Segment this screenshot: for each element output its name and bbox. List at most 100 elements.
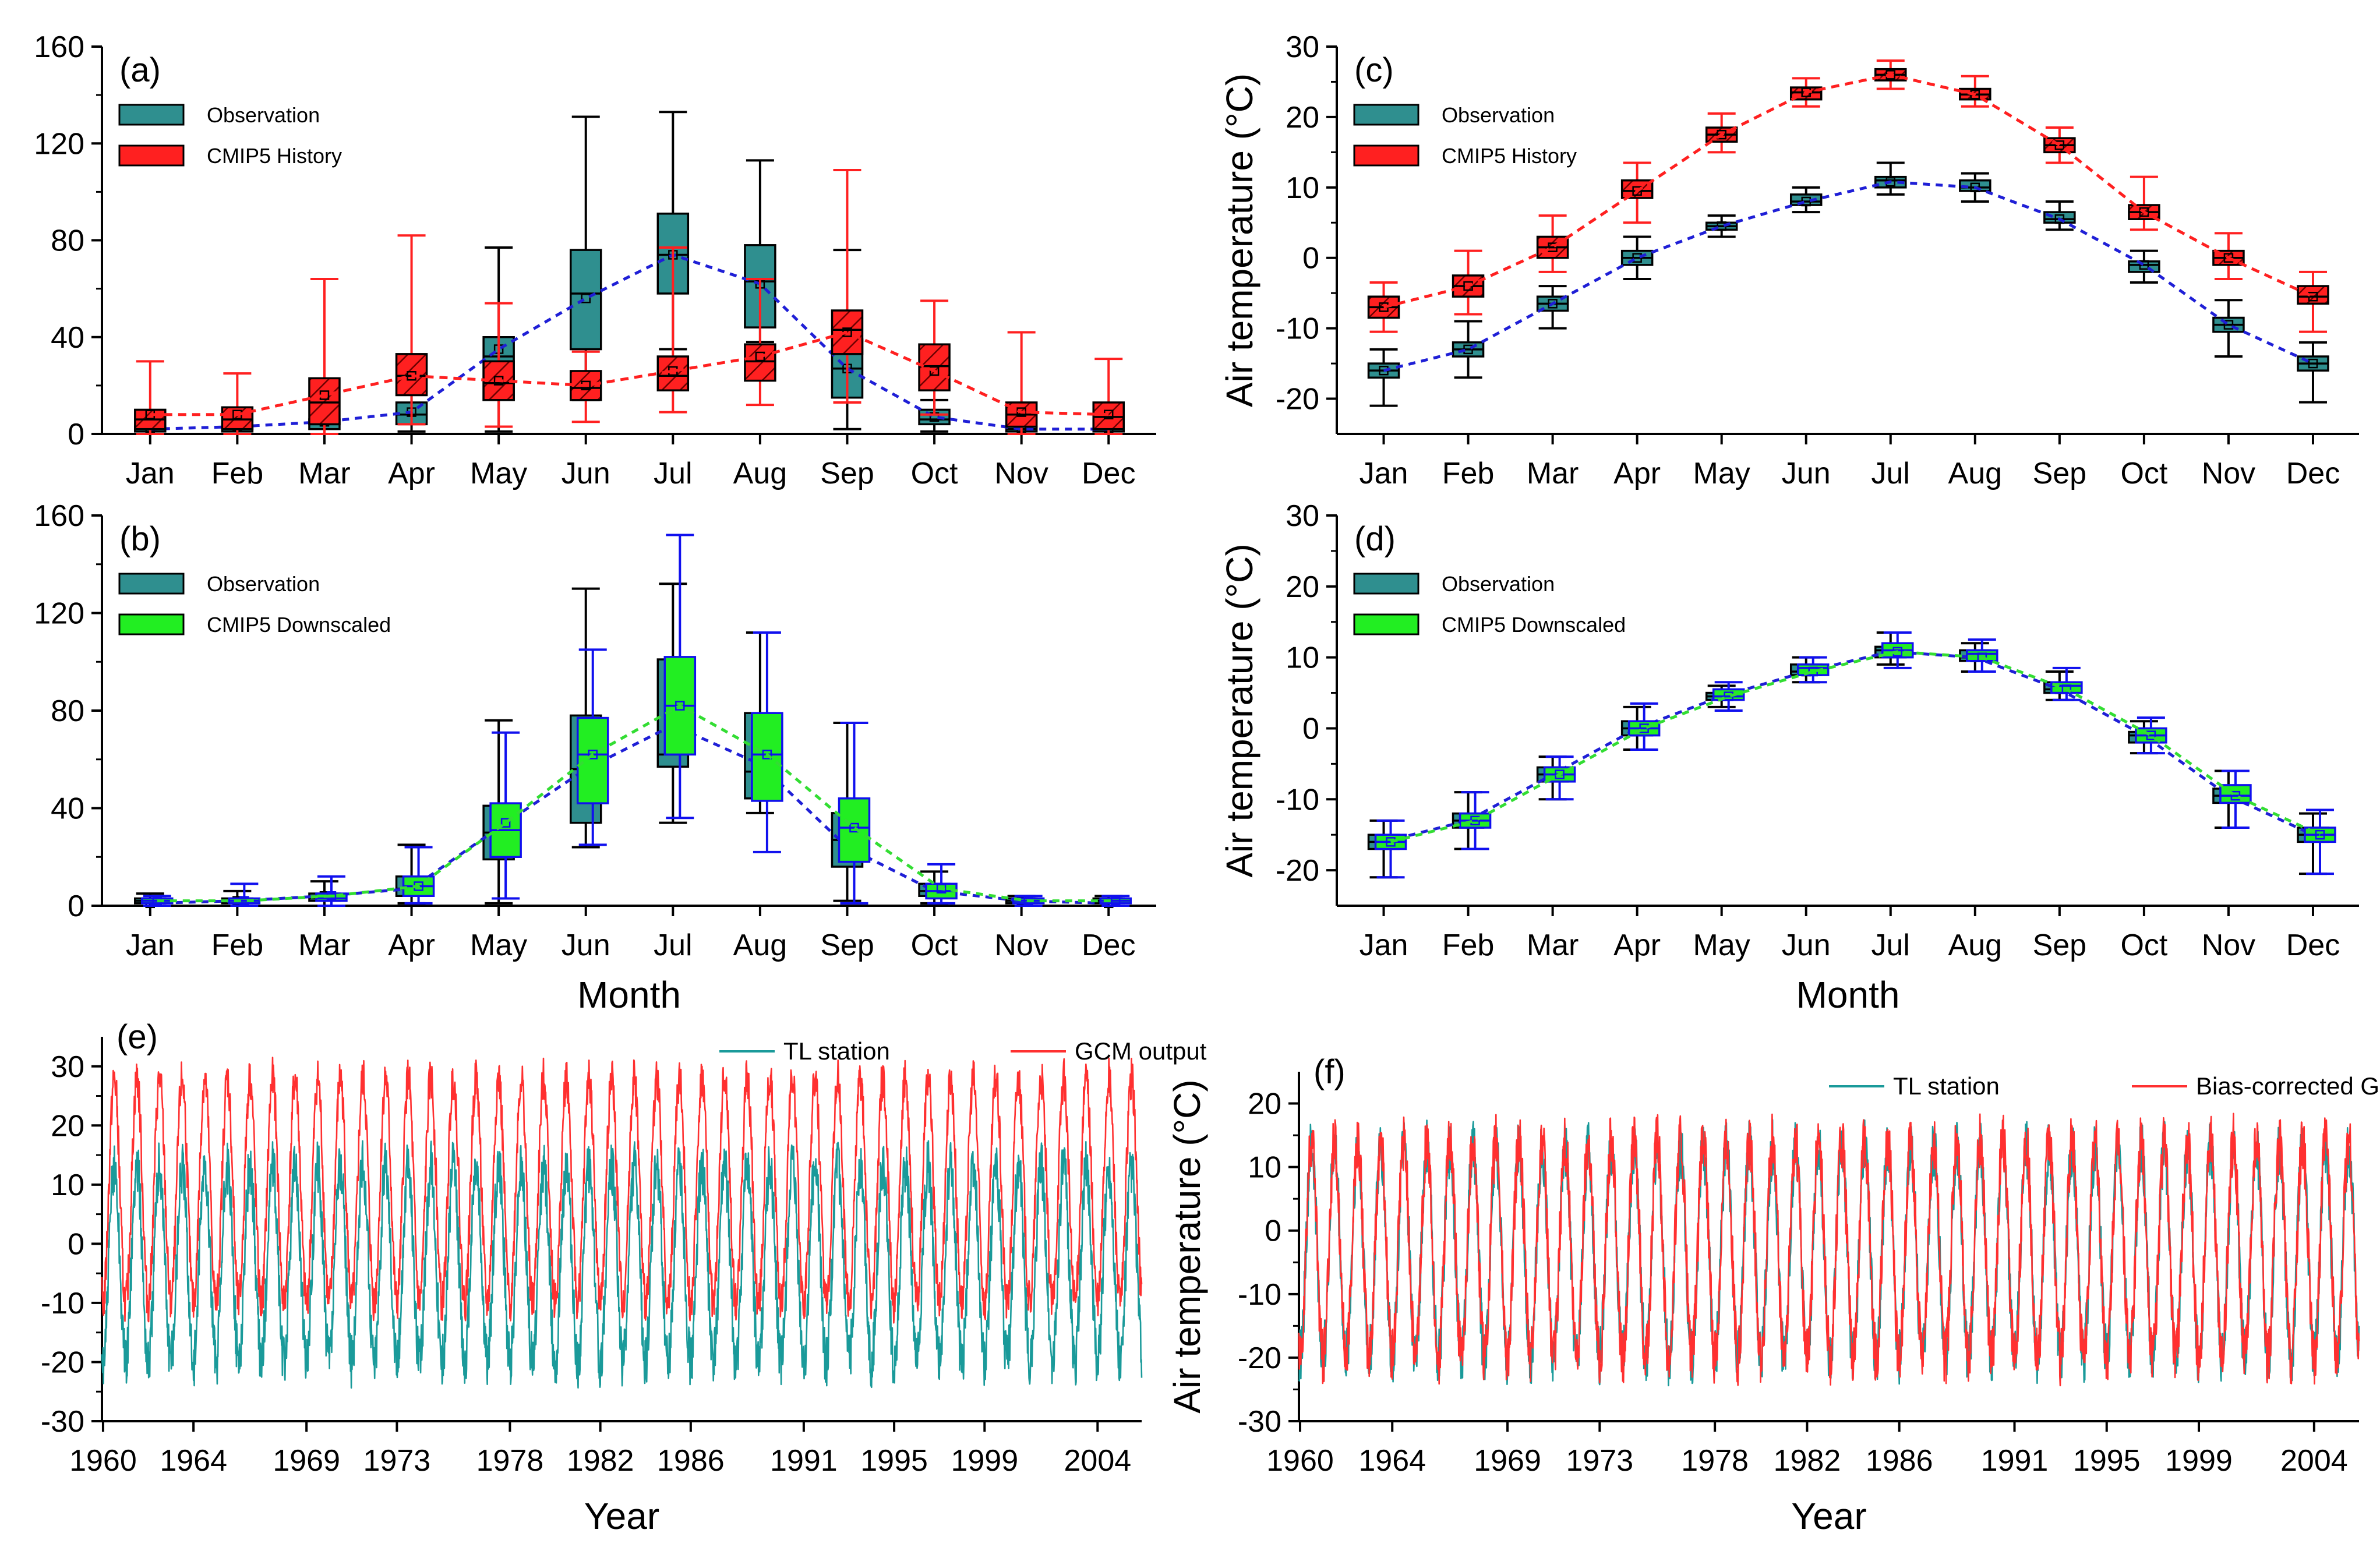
x-tick-label: May <box>470 457 527 490</box>
panel-label: (e) <box>116 1018 158 1056</box>
mean-marker <box>2139 260 2149 270</box>
panel-e: -30 -20 -10 0 10 20 30 1960 1964 1969 1973 1978 1982… <box>41 1018 1207 1537</box>
x-tick-label: 1982 <box>567 1444 634 1478</box>
mean-marker <box>2223 320 2234 330</box>
y-tick-label: 10 <box>51 1168 84 1202</box>
x-tick-label: Nov <box>994 457 1048 490</box>
x-tick-label: 2004 <box>2280 1444 2348 1478</box>
mean-marker <box>1632 186 1642 196</box>
y-tick-label: 160 <box>34 499 84 533</box>
y-tick-label: -10 <box>1276 783 1319 817</box>
mean-marker <box>762 750 772 760</box>
x-tick-label: Oct <box>2120 928 2167 962</box>
legend-swatch <box>118 613 185 635</box>
series-cmip5-history <box>1367 59 2329 333</box>
mean-marker <box>2061 684 2072 694</box>
x-tick-label: May <box>1693 457 1750 490</box>
y-tick-label: -20 <box>1276 854 1319 888</box>
legend-swatch <box>1353 104 1419 126</box>
x-tick-label: Jan <box>1360 928 1408 962</box>
mean-marker <box>2054 214 2065 224</box>
mean-marker <box>675 701 685 711</box>
mean-marker <box>588 750 598 760</box>
y-tick-label: 0 <box>68 889 84 923</box>
legend-label: Observation <box>207 103 320 127</box>
legend-label: Observation <box>1442 572 1555 596</box>
y-tick-label: 0 <box>1265 1214 1281 1248</box>
x-tick-label: 1991 <box>770 1444 838 1478</box>
series-cmip5-history <box>134 168 1125 435</box>
legend-swatch <box>1353 573 1419 595</box>
legend-label: Observation <box>207 572 320 596</box>
mean-marker <box>1463 281 1473 291</box>
x-tick-label: Nov <box>2202 457 2255 490</box>
x-tick-label: 1986 <box>1866 1444 1933 1478</box>
y-tick-label: -10 <box>1276 312 1319 346</box>
mean-marker <box>1548 299 1558 309</box>
x-tick-label: Jul <box>1871 928 1910 962</box>
panel-b: 0 40 80 120 160 Jan Feb Mar Apr May Jun Jul Aug Sep Oc… <box>34 499 1156 1016</box>
x-tick-label: 1978 <box>1681 1444 1749 1478</box>
x-tick-label: Aug <box>733 457 788 490</box>
legend-label: CMIP5 Downscaled <box>1442 613 1626 637</box>
x-axis-title: Year <box>584 1495 659 1537</box>
y-tick-label: -10 <box>1238 1278 1281 1312</box>
series-cmip5-downscaled <box>141 534 1132 907</box>
x-tick-label: 1999 <box>951 1444 1018 1478</box>
y-tick-label: -30 <box>41 1405 84 1439</box>
panel-a: 0 40 80 120 160 Jan Feb Mar Apr May Jun Jul Aug Sep Oc… <box>34 30 1156 490</box>
y-tick-label: 10 <box>1248 1151 1281 1185</box>
series-cmip5-downscaled <box>1374 631 2336 879</box>
x-tick-label: Jun <box>562 457 610 490</box>
mean-marker <box>936 884 947 893</box>
mean-marker <box>2230 790 2241 801</box>
x-tick-label: Jun <box>562 928 610 962</box>
x-tick-label: 1986 <box>657 1444 725 1478</box>
mean-line <box>157 704 1116 903</box>
box <box>751 712 783 802</box>
box <box>656 355 690 391</box>
box <box>2128 260 2160 273</box>
y-tick-label: 10 <box>1286 171 1319 205</box>
x-tick-label: Jan <box>1360 457 1408 490</box>
panel-f: -30 -20 -10 0 10 20 1960 1964 1969 1973 1978 1982 19… <box>1166 1053 2380 1537</box>
x-tick-label: 1978 <box>476 1444 544 1478</box>
y-tick-label: 120 <box>34 127 84 161</box>
box <box>1712 688 1745 701</box>
mean-marker <box>929 366 940 376</box>
y-tick-label: 10 <box>1286 641 1319 675</box>
y-axis-title: Air temperature (°C) <box>1219 543 1260 877</box>
legend-swatch <box>118 573 185 595</box>
y-tick-label: 0 <box>68 1227 84 1261</box>
legend-label: Bias-corrected GCM <box>2196 1072 2380 1100</box>
legend-label: GCM output <box>1075 1037 1207 1065</box>
x-tick-label: Nov <box>2202 928 2255 962</box>
mean-marker <box>2146 730 2156 740</box>
x-tick-label: 1973 <box>363 1444 431 1478</box>
mean-line <box>1383 650 2314 843</box>
box <box>831 309 864 355</box>
panel-label: (f) <box>1313 1053 1346 1091</box>
x-tick-label: Jul <box>1871 457 1910 490</box>
x-tick-label: 1973 <box>1566 1444 1633 1478</box>
x-axis-title: Month <box>577 974 681 1016</box>
x-tick-label: Jul <box>654 928 692 962</box>
mean-line <box>150 723 1109 905</box>
x-tick-label: Jan <box>126 457 175 490</box>
x-tick-label: Mar <box>1527 457 1579 490</box>
legend-label: Observation <box>1442 103 1555 127</box>
series-observation <box>1367 161 2329 407</box>
mean-marker <box>1110 896 1121 906</box>
x-tick-label: Aug <box>1948 457 2003 490</box>
x-tick-label: Sep <box>2033 928 2087 962</box>
mean-marker <box>2315 829 2325 840</box>
panel-d: -20 -10 0 10 20 30 Jan Feb Mar Apr May Jun Jul Aug Sep… <box>1219 499 2359 1016</box>
x-tick-label: 2004 <box>1064 1444 1131 1478</box>
x-tick-label: 1995 <box>2073 1444 2141 1478</box>
x-axis-title: Year <box>1791 1495 1866 1537</box>
panel-label: (a) <box>119 51 161 89</box>
legend-label: CMIP5 Downscaled <box>207 613 391 637</box>
box <box>569 249 602 351</box>
legend-label: TL station <box>1893 1072 2000 1100</box>
box <box>744 343 776 382</box>
